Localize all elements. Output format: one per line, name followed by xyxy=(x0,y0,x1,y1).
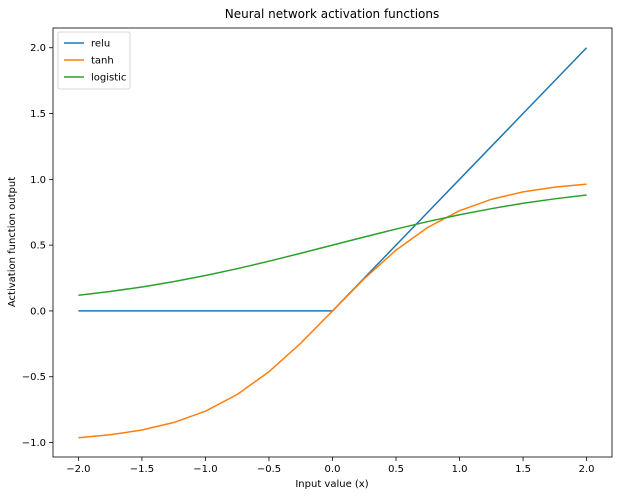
y-axis-label: Activation function output xyxy=(7,177,18,307)
y-tick-label: 1.0 xyxy=(30,175,46,186)
legend-label-logistic: logistic xyxy=(91,73,126,84)
y-tick-label: 2.0 xyxy=(30,43,46,54)
x-axis-label: Input value (x) xyxy=(295,479,368,490)
x-tick-label: 0.0 xyxy=(325,464,341,475)
legend-box xyxy=(57,31,131,90)
y-tick-label: 0.0 xyxy=(30,306,46,317)
plot-area: −2.0 −1.5 −1.0 −0.5 0.0 0.5 1.0 1.5 2.0 −1.0 −0.5 0… xyxy=(22,27,613,475)
plot-frame xyxy=(52,27,613,458)
x-tick-label: 1.0 xyxy=(452,464,468,475)
y-tick-label: 1.5 xyxy=(30,109,46,120)
x-tick-label: −1.0 xyxy=(193,464,217,475)
x-tick-label: 2.0 xyxy=(579,464,595,475)
chart-title: Neural network activation functions xyxy=(225,7,439,21)
series-line-tanh xyxy=(78,183,587,439)
series-line-logistic xyxy=(78,194,587,297)
x-tick-label: 0.5 xyxy=(388,464,404,475)
x-tick-label: −1.5 xyxy=(130,464,154,475)
legend-label-relu: relu xyxy=(91,39,110,50)
legend-label-tanh: tanh xyxy=(91,56,114,67)
x-tick-label: −2.0 xyxy=(66,464,90,475)
y-tick-label: −1.0 xyxy=(22,438,46,449)
x-tick-label: 1.5 xyxy=(515,464,531,475)
y-tick-label: 0.5 xyxy=(30,241,46,252)
y-tick-label: −0.5 xyxy=(22,372,46,383)
series-line-relu xyxy=(78,47,588,312)
x-tick-label: −0.5 xyxy=(257,464,281,475)
